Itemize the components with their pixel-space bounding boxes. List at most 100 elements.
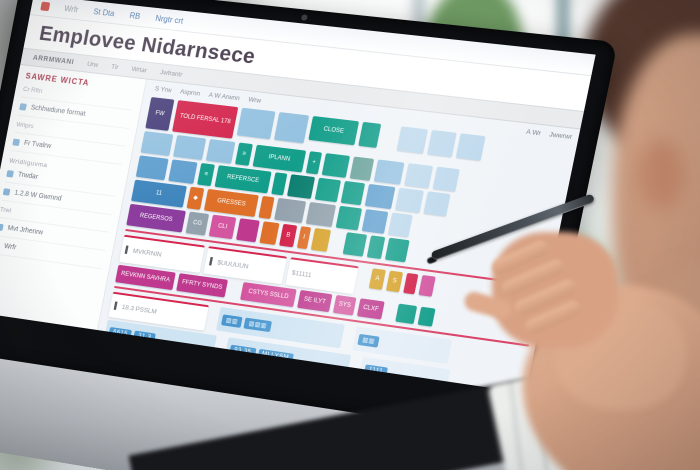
schedule-block[interactable]: ≡ xyxy=(197,162,215,187)
menu-item[interactable]: St Dta xyxy=(92,6,116,18)
document-icon: ▌ xyxy=(124,246,131,254)
schedule-block[interactable] xyxy=(418,274,436,297)
toolbar-tab[interactable]: Urw xyxy=(86,60,99,69)
schedule-block[interactable]: + xyxy=(305,151,323,175)
list-icon xyxy=(19,103,27,111)
sidebar-item-label: Wrfr xyxy=(3,243,17,252)
schedule-block[interactable] xyxy=(404,163,434,189)
schedule-block[interactable]: CLXF xyxy=(356,298,385,320)
metric-chip[interactable]: ▥▥ xyxy=(357,333,381,348)
schedule-block[interactable] xyxy=(173,134,207,161)
schedule-block[interactable] xyxy=(314,177,342,203)
menu-item[interactable]: Nrgtr crt xyxy=(154,13,185,26)
schedule-block[interactable] xyxy=(364,183,396,210)
person-ear xyxy=(638,140,684,210)
schedule-block[interactable] xyxy=(342,232,368,257)
gap xyxy=(221,336,225,337)
list-icon xyxy=(12,138,21,147)
schedule-block[interactable]: ◆ xyxy=(186,186,205,210)
schedule-block[interactable]: REFERSCE xyxy=(214,165,272,194)
schedule-block[interactable] xyxy=(274,197,307,224)
sidebar-item-label: 1.2.8 W Gwrnnd xyxy=(13,189,63,203)
filter-link[interactable]: Jwwrwr xyxy=(548,131,573,142)
document-icon: ▌ xyxy=(209,257,216,266)
gap xyxy=(232,280,240,281)
gap xyxy=(389,302,395,303)
schedule-block[interactable] xyxy=(373,159,405,185)
schedule-block[interactable] xyxy=(361,209,389,234)
schedule-block[interactable]: IPLANN xyxy=(252,144,307,173)
schedule-block[interactable]: SYS xyxy=(332,294,357,316)
schedule-block[interactable] xyxy=(205,138,236,164)
schedule-block[interactable] xyxy=(349,156,375,181)
filter-link[interactable]: S Yrw xyxy=(154,85,173,95)
schedule-block[interactable] xyxy=(140,131,174,156)
toolbar-tab[interactable]: Wrtar xyxy=(131,65,148,74)
schedule-block[interactable] xyxy=(321,153,351,178)
schedule-block[interactable] xyxy=(305,201,337,228)
schedule-block[interactable]: GRESSES xyxy=(203,188,259,218)
schedule-block[interactable] xyxy=(395,303,418,325)
schedule-block[interactable] xyxy=(235,218,260,243)
schedule-block[interactable] xyxy=(403,272,419,295)
menu-item-home[interactable]: Wrfr xyxy=(63,3,80,14)
metric-chip[interactable]: ▥▥▥ xyxy=(243,317,272,332)
schedule-block[interactable] xyxy=(358,121,382,148)
schedule-block[interactable] xyxy=(273,112,310,144)
schedule-block[interactable]: FW xyxy=(145,96,175,131)
schedule-block[interactable]: I xyxy=(296,226,312,250)
schedule-block[interactable]: 11 xyxy=(131,179,187,208)
schedule-block[interactable]: SE ILYT xyxy=(297,289,333,313)
schedule-block[interactable] xyxy=(432,166,460,192)
schedule-block[interactable] xyxy=(417,306,436,327)
schedule-block[interactable] xyxy=(135,155,169,181)
schedule-block[interactable]: FFRTY SYNDS xyxy=(176,273,228,298)
schedule-block[interactable]: A xyxy=(368,268,386,290)
schedule-block[interactable] xyxy=(340,180,366,206)
card-label: MVKRNIN xyxy=(132,247,163,259)
gap xyxy=(349,325,353,326)
filter-link[interactable]: A Wr xyxy=(525,128,542,138)
gap xyxy=(355,356,359,357)
schedule-block[interactable]: CSTYS SSLLD xyxy=(240,282,297,308)
list-icon xyxy=(0,223,4,232)
schedule-block[interactable] xyxy=(310,227,332,252)
schedule-block[interactable] xyxy=(335,205,363,231)
schedule-block[interactable] xyxy=(455,133,486,161)
schedule-block[interactable] xyxy=(258,195,275,220)
schedule-block[interactable] xyxy=(259,221,280,245)
gap xyxy=(385,124,397,125)
schedule-block[interactable] xyxy=(286,174,316,199)
document-icon: ▌ xyxy=(113,302,120,310)
schedule-block[interactable] xyxy=(168,159,198,184)
metric-chip[interactable]: ▥▥ xyxy=(221,313,244,328)
schedule-block[interactable]: ≡ xyxy=(234,142,253,166)
schedule-block[interactable]: B xyxy=(279,223,298,248)
schedule-block[interactable]: CLI xyxy=(208,214,237,240)
filter-link[interactable]: A W Arwnn xyxy=(207,91,241,103)
schedule-block[interactable] xyxy=(427,129,457,158)
schedule-block[interactable]: CG xyxy=(185,211,210,236)
menu-item[interactable]: RB xyxy=(128,10,142,21)
schedule-block[interactable]: S xyxy=(385,270,404,293)
filter-link[interactable]: Wrw xyxy=(247,96,262,105)
schedule-block[interactable] xyxy=(236,107,276,140)
schedule-block[interactable]: TOLD FERSAL 178 xyxy=(172,100,239,139)
list-icon xyxy=(6,170,14,178)
gap xyxy=(213,306,217,307)
schedule-block[interactable] xyxy=(395,187,424,213)
schedule-block[interactable] xyxy=(387,212,413,238)
card-label: 18.3 PSSLM xyxy=(121,303,158,316)
schedule-block[interactable] xyxy=(271,172,288,196)
toolbar-tab[interactable]: Jwfrantr xyxy=(159,68,184,79)
card-label: $11111 xyxy=(291,269,313,279)
filter-link[interactable]: Asprnn xyxy=(179,88,201,98)
schedule-block[interactable] xyxy=(366,235,386,260)
schedule-block[interactable] xyxy=(396,126,428,154)
schedule-block[interactable]: CLOSE xyxy=(308,115,360,146)
schedule-block[interactable] xyxy=(384,237,410,263)
toolbar-title: ARRMWANI xyxy=(32,54,75,66)
toolbar-tab[interactable]: Tlr xyxy=(110,63,120,71)
schedule-block[interactable]: REGERSOS xyxy=(126,203,186,233)
schedule-block[interactable] xyxy=(423,191,451,217)
